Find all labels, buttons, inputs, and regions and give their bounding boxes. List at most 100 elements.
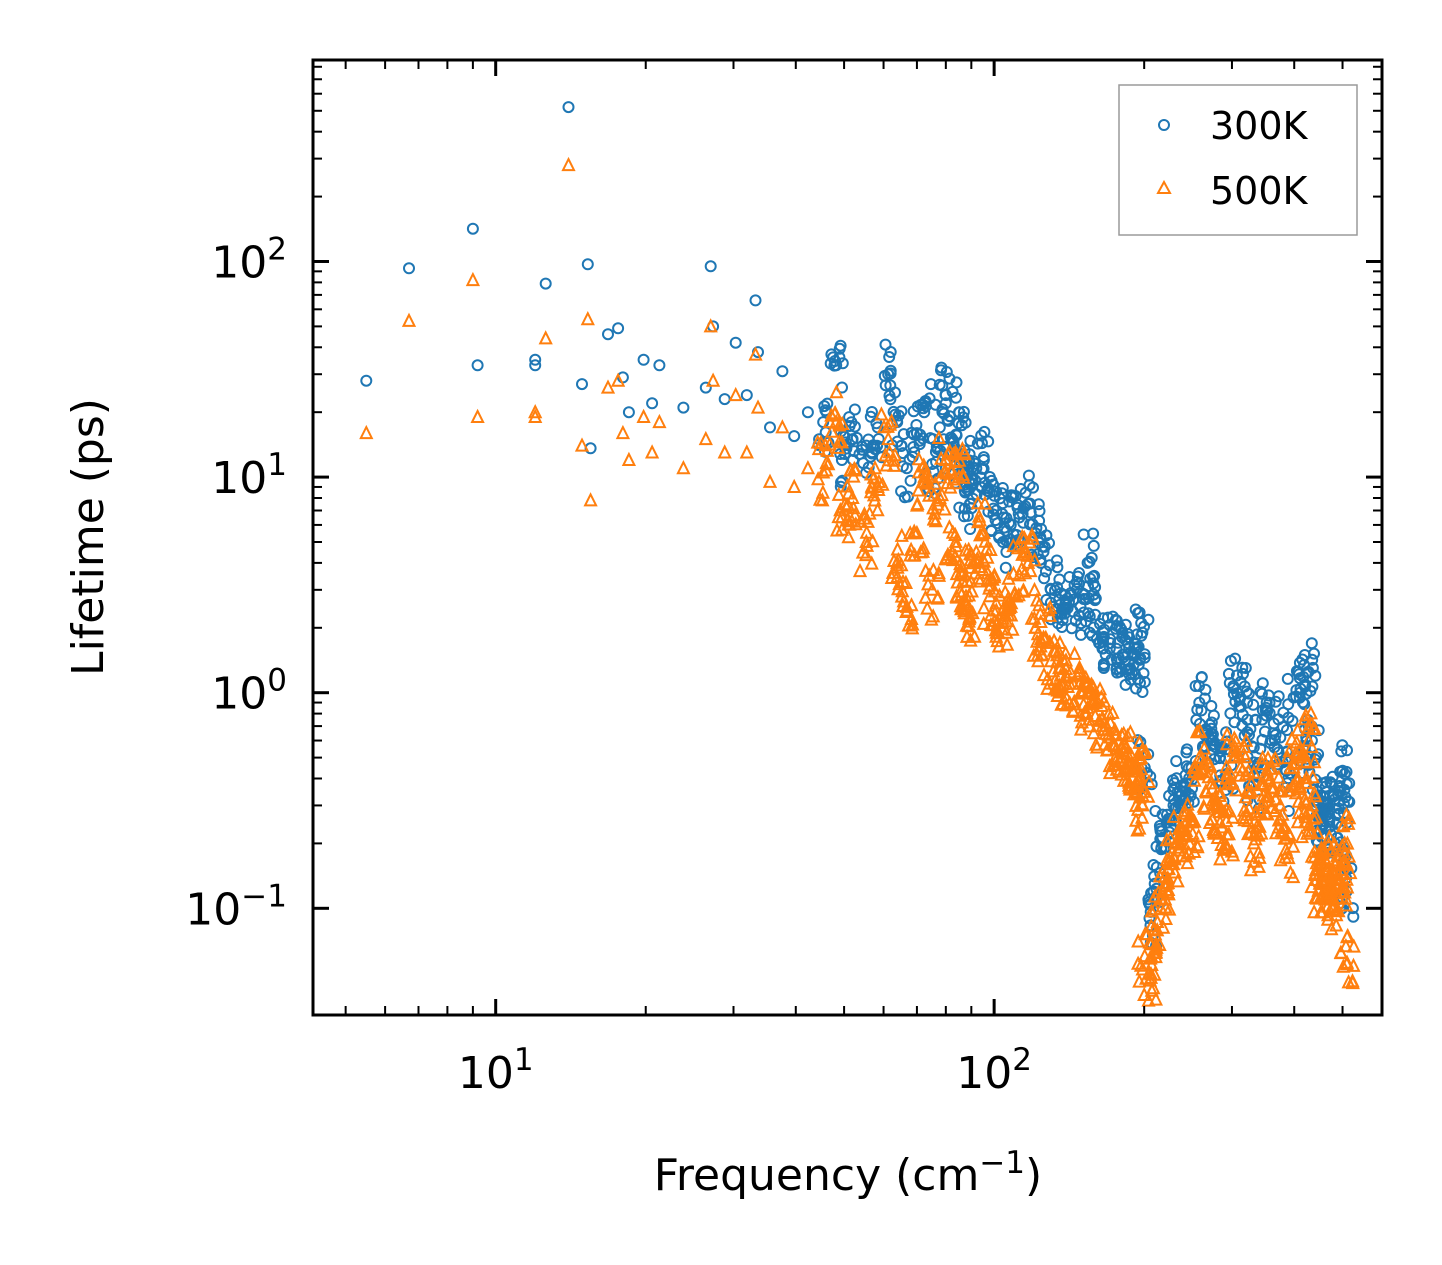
data-point bbox=[1039, 565, 1052, 578]
data-point bbox=[958, 485, 971, 497]
data-point bbox=[1324, 920, 1339, 936]
data-point bbox=[961, 610, 977, 626]
data-point bbox=[841, 528, 856, 544]
data-point bbox=[1147, 920, 1162, 936]
data-point bbox=[1089, 581, 1102, 594]
data-point bbox=[884, 364, 897, 377]
data-point bbox=[1305, 769, 1320, 784]
data-point bbox=[1120, 754, 1135, 769]
data-point bbox=[360, 374, 373, 387]
data-point bbox=[890, 541, 905, 556]
data-point bbox=[1290, 769, 1305, 785]
data-point bbox=[1135, 961, 1150, 976]
data-point bbox=[947, 435, 960, 447]
data-point bbox=[822, 436, 837, 451]
data-point bbox=[1123, 668, 1136, 681]
data-point bbox=[1129, 761, 1145, 776]
data-point bbox=[955, 466, 971, 481]
data-point bbox=[946, 471, 961, 486]
data-point bbox=[950, 391, 962, 404]
data-point bbox=[911, 400, 924, 413]
data-point bbox=[615, 424, 631, 440]
legend: 300K 500K bbox=[1118, 84, 1358, 236]
data-point bbox=[827, 405, 842, 420]
y-tick-label: 100 bbox=[211, 663, 287, 720]
data-point bbox=[957, 405, 970, 418]
data-point bbox=[1299, 774, 1314, 790]
data-point bbox=[1235, 809, 1251, 824]
legend-label-300k: 300K bbox=[1210, 104, 1309, 148]
data-point bbox=[1319, 780, 1332, 793]
data-point bbox=[528, 403, 543, 419]
data-point bbox=[913, 434, 926, 447]
data-point bbox=[1032, 498, 1045, 511]
data-point bbox=[1136, 783, 1152, 798]
data-point bbox=[1082, 718, 1097, 733]
data-point bbox=[992, 587, 1007, 602]
data-point bbox=[1339, 954, 1355, 969]
data-point bbox=[883, 351, 896, 363]
data-point bbox=[1268, 791, 1283, 806]
data-point bbox=[1300, 687, 1313, 700]
data-point bbox=[1150, 913, 1165, 928]
data-point bbox=[1017, 516, 1030, 529]
data-point bbox=[1322, 829, 1337, 844]
data-point bbox=[867, 492, 882, 507]
data-point bbox=[1132, 751, 1147, 766]
data-point bbox=[561, 156, 576, 172]
data-point bbox=[1229, 743, 1244, 758]
data-point bbox=[884, 569, 899, 584]
data-point bbox=[1189, 680, 1202, 692]
data-point bbox=[1254, 796, 1270, 812]
data-point bbox=[1123, 746, 1139, 761]
data-point bbox=[1247, 741, 1260, 754]
data-point bbox=[881, 452, 896, 467]
data-point bbox=[538, 330, 553, 345]
data-point bbox=[775, 419, 790, 434]
data-point bbox=[1341, 848, 1357, 863]
data-point bbox=[1282, 698, 1295, 711]
plot-frame bbox=[311, 58, 1384, 1017]
data-point bbox=[1249, 713, 1262, 726]
data-point bbox=[764, 421, 776, 434]
data-point bbox=[677, 401, 690, 414]
data-point bbox=[1246, 764, 1262, 779]
data-point bbox=[1284, 730, 1299, 746]
data-point bbox=[1309, 669, 1322, 682]
data-point bbox=[1340, 778, 1353, 791]
data-point bbox=[949, 588, 964, 603]
data-point bbox=[1256, 704, 1269, 717]
data-point bbox=[1216, 803, 1231, 819]
data-point bbox=[1207, 709, 1220, 722]
data-point bbox=[1109, 761, 1124, 776]
data-point bbox=[1058, 645, 1073, 660]
data-point bbox=[930, 589, 946, 604]
data-point bbox=[863, 466, 879, 481]
data-point bbox=[835, 415, 850, 430]
data-point bbox=[1183, 813, 1198, 828]
data-point bbox=[1052, 679, 1068, 695]
data-point bbox=[749, 294, 762, 307]
data-point bbox=[1214, 819, 1229, 834]
data-point bbox=[1243, 848, 1258, 863]
data-point bbox=[1339, 897, 1354, 912]
data-point bbox=[583, 492, 598, 507]
data-point bbox=[821, 397, 834, 410]
data-point bbox=[1225, 809, 1240, 824]
data-point bbox=[748, 346, 763, 361]
data-point bbox=[1134, 676, 1146, 689]
data-point bbox=[1062, 694, 1077, 710]
data-point bbox=[905, 620, 920, 635]
data-point bbox=[1305, 637, 1318, 650]
data-point bbox=[868, 439, 880, 452]
data-point bbox=[1336, 958, 1351, 973]
data-point bbox=[1153, 819, 1166, 832]
data-point bbox=[944, 461, 959, 476]
data-point bbox=[889, 386, 901, 399]
data-point bbox=[1228, 782, 1244, 797]
data-point bbox=[801, 406, 814, 419]
data-point bbox=[831, 439, 846, 454]
data-point bbox=[831, 486, 846, 501]
data-point bbox=[1161, 881, 1176, 896]
data-point bbox=[1205, 716, 1218, 729]
